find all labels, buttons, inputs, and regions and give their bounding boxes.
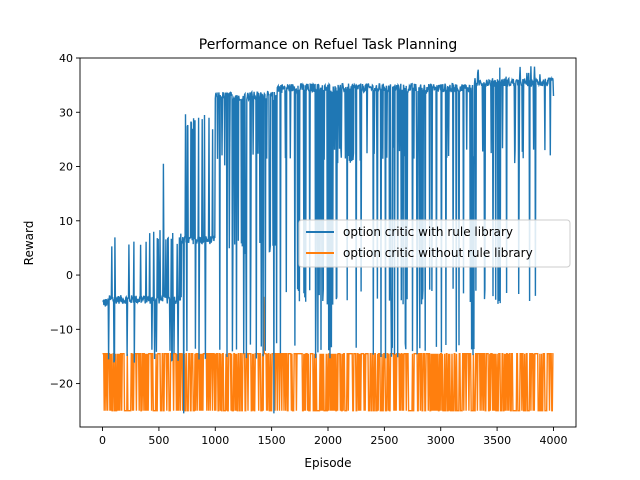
y-tick-label: 0 — [66, 269, 73, 282]
y-tick-label: 40 — [59, 52, 73, 65]
x-axis-ticks: 0 500 1000 1500 2000 2500 3000 3500 4000 — [99, 427, 567, 447]
y-tick-label: −20 — [50, 378, 73, 391]
y-axis-ticks: −20 −10 0 10 20 30 40 — [50, 52, 80, 391]
x-tick-label: 3500 — [483, 434, 511, 447]
chart-title: Performance on Refuel Task Planning — [199, 37, 458, 53]
x-tick-label: 2000 — [314, 434, 342, 447]
legend-box — [298, 219, 571, 268]
x-tick-label: 1500 — [258, 434, 286, 447]
legend-label-no-rule-library: option critic without rule library — [343, 246, 533, 260]
legend: option critic with rule library option c… — [298, 219, 571, 268]
x-tick-label: 4000 — [539, 434, 567, 447]
series-line-no-rule-library — [102, 296, 554, 412]
legend-label-rule-library: option critic with rule library — [343, 225, 513, 239]
x-tick-label: 500 — [148, 434, 169, 447]
plot-lines — [102, 66, 555, 414]
x-tick-label: 0 — [99, 434, 106, 447]
y-tick-label: 10 — [59, 215, 73, 228]
x-tick-label: 3000 — [427, 434, 455, 447]
x-axis-label: Episode — [304, 456, 351, 470]
y-tick-label: 20 — [59, 161, 73, 174]
x-tick-label: 2500 — [370, 434, 398, 447]
y-tick-label: −10 — [50, 323, 73, 336]
y-tick-label: 30 — [59, 106, 73, 119]
y-axis-label: Reward — [22, 221, 36, 266]
x-tick-label: 1000 — [201, 434, 229, 447]
series-line-rule-library — [102, 66, 555, 414]
